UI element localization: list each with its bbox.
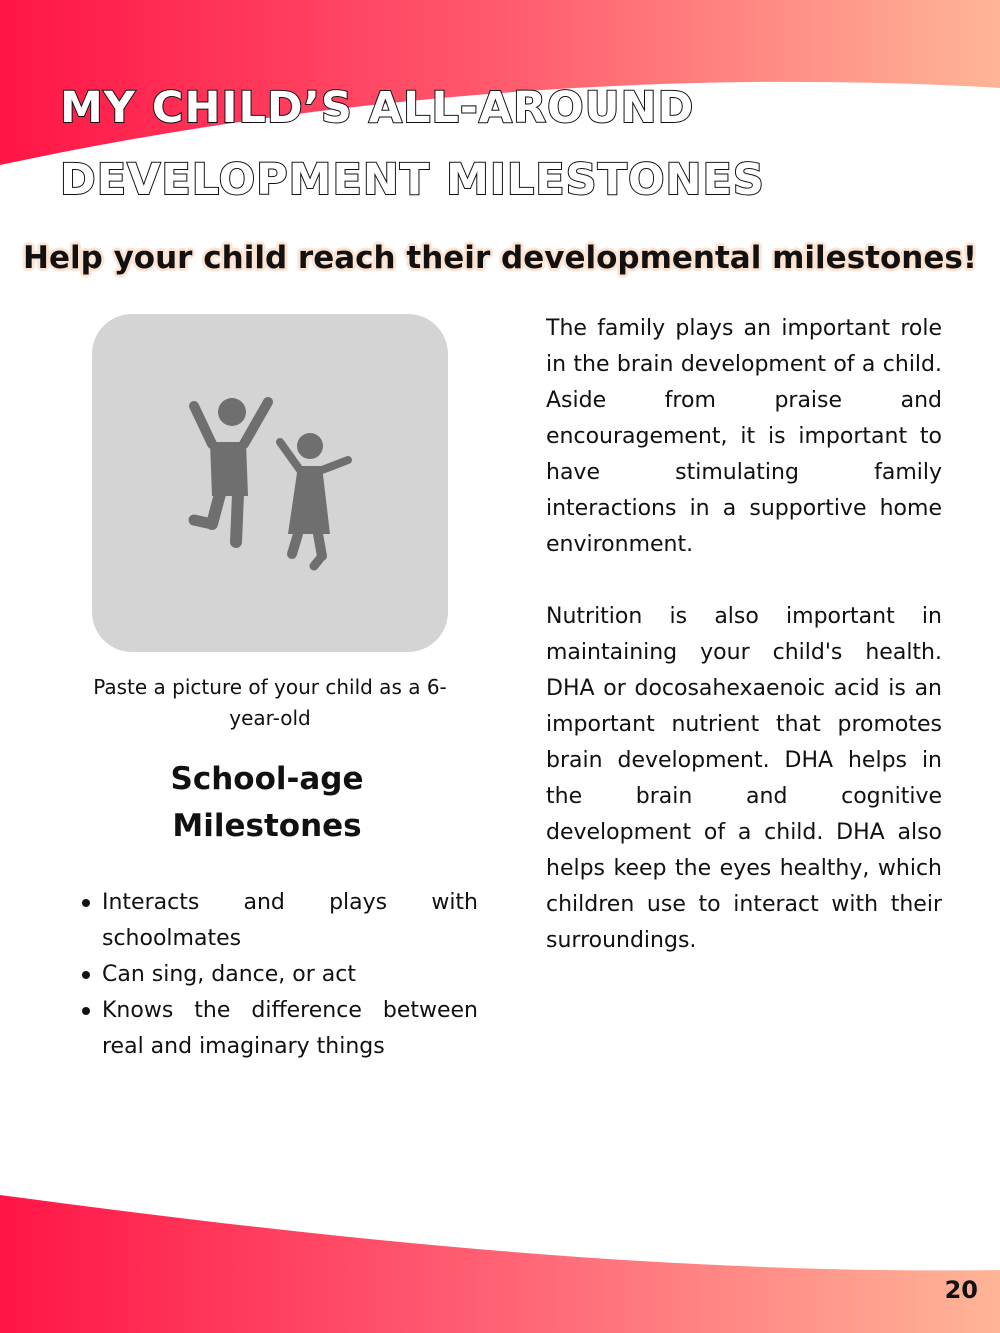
milestone-item: Knows the difference between real and im… xyxy=(78,993,478,1065)
paragraph-family: The family plays an important role in th… xyxy=(546,316,942,557)
page-title: My Child’s All-Around Development Milest… xyxy=(59,82,765,206)
bottom-wave-banner xyxy=(0,1195,1000,1333)
milestones-list: Interacts and plays with schoolmates Can… xyxy=(78,885,478,1065)
body-text: The family plays an important role in th… xyxy=(546,311,942,995)
photo-caption: Paste a picture of your child as a 6-yea… xyxy=(93,675,447,730)
milestone-item: Interacts and plays with schoolmates xyxy=(78,885,478,957)
page-subtitle: Help your child reach their developmenta… xyxy=(23,240,977,276)
top-wave-banner xyxy=(0,0,1000,165)
photo-placeholder[interactable] xyxy=(92,314,448,652)
children-jumping-icon xyxy=(188,397,352,571)
milestones-heading: School-age Milestones xyxy=(170,761,364,844)
paragraph-nutrition: Nutrition is also important in maintaini… xyxy=(546,604,942,953)
milestone-item: Can sing, dance, or act xyxy=(78,957,478,993)
page-number: 20 xyxy=(944,1276,978,1304)
